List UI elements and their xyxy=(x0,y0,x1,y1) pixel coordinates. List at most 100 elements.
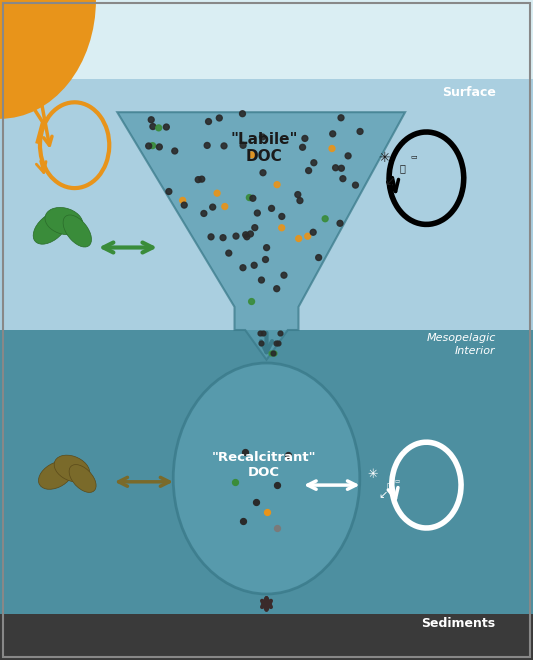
Point xyxy=(269,348,277,358)
Point xyxy=(259,328,267,339)
Point xyxy=(256,328,264,339)
Point xyxy=(203,140,212,150)
Point xyxy=(301,133,309,144)
Point xyxy=(257,338,265,348)
Text: ⬧: ⬧ xyxy=(386,482,391,492)
Point xyxy=(204,116,213,127)
Point xyxy=(296,195,304,206)
Text: Sediments: Sediments xyxy=(422,617,496,630)
Text: ✳: ✳ xyxy=(378,150,390,165)
Point xyxy=(266,348,275,358)
FancyBboxPatch shape xyxy=(0,330,533,614)
Point xyxy=(321,213,329,224)
Point xyxy=(219,232,227,243)
Point xyxy=(171,146,179,156)
Point xyxy=(207,232,215,242)
Point xyxy=(304,165,313,176)
Point xyxy=(200,208,208,218)
Point xyxy=(239,140,247,150)
Text: ▭: ▭ xyxy=(410,153,417,160)
Point xyxy=(243,232,251,242)
Point xyxy=(258,131,266,142)
Point xyxy=(310,158,318,168)
Ellipse shape xyxy=(38,461,74,489)
Point xyxy=(261,254,270,265)
Ellipse shape xyxy=(33,211,68,244)
Point xyxy=(328,129,337,139)
Point xyxy=(251,222,259,233)
Text: Mesopelagic: Mesopelagic xyxy=(426,333,496,343)
Point xyxy=(162,121,171,132)
FancyBboxPatch shape xyxy=(0,614,533,660)
Point xyxy=(198,174,206,184)
Polygon shape xyxy=(117,112,405,360)
Point xyxy=(309,227,318,238)
Point xyxy=(239,263,247,273)
Point xyxy=(303,231,312,242)
Point xyxy=(252,496,260,507)
Point xyxy=(332,162,340,173)
Point xyxy=(294,233,303,244)
Point xyxy=(165,186,173,197)
Point xyxy=(257,275,266,285)
Ellipse shape xyxy=(54,455,90,482)
Point xyxy=(277,222,286,233)
Point xyxy=(272,338,280,348)
Point xyxy=(356,126,365,137)
Text: Interior: Interior xyxy=(455,346,496,356)
Point xyxy=(314,252,323,263)
Point xyxy=(221,201,229,212)
Point xyxy=(273,523,281,533)
Point xyxy=(273,480,281,490)
Point xyxy=(238,516,247,527)
Ellipse shape xyxy=(63,215,92,247)
Point xyxy=(298,142,307,152)
Point xyxy=(276,328,284,339)
Point xyxy=(247,150,256,160)
Point xyxy=(213,188,221,199)
Point xyxy=(241,447,249,457)
Circle shape xyxy=(173,363,360,594)
Text: "Recalcitrant"
DOC: "Recalcitrant" DOC xyxy=(212,451,316,479)
Point xyxy=(179,195,187,206)
Point xyxy=(338,174,347,184)
Point xyxy=(230,477,239,487)
Point xyxy=(224,248,233,259)
Text: ✳: ✳ xyxy=(368,469,378,482)
Point xyxy=(144,141,153,151)
Text: ↙: ↙ xyxy=(384,175,394,188)
FancyBboxPatch shape xyxy=(0,0,533,79)
Point xyxy=(284,450,292,461)
Point xyxy=(248,193,257,203)
Point xyxy=(259,168,267,178)
Point xyxy=(280,270,288,280)
Point xyxy=(337,163,346,174)
Point xyxy=(273,180,281,190)
Point xyxy=(238,108,247,119)
Point xyxy=(351,180,360,191)
Point xyxy=(270,348,278,358)
Point xyxy=(253,208,262,218)
Point xyxy=(232,231,240,242)
Ellipse shape xyxy=(45,207,83,235)
Point xyxy=(337,112,345,123)
Point xyxy=(262,242,271,253)
Point xyxy=(267,203,276,214)
Text: ↙: ↙ xyxy=(378,490,388,500)
Point xyxy=(294,189,302,200)
Point xyxy=(147,114,156,125)
Point xyxy=(194,174,203,185)
Point xyxy=(278,211,286,222)
Point xyxy=(148,141,157,151)
Text: Surface: Surface xyxy=(442,86,496,99)
Point xyxy=(149,121,157,132)
Point xyxy=(328,143,336,154)
Point xyxy=(344,150,352,161)
Point xyxy=(155,123,163,133)
Text: ⬧: ⬧ xyxy=(400,164,406,174)
Point xyxy=(180,200,189,211)
Point xyxy=(155,142,164,152)
Point xyxy=(220,141,228,151)
Point xyxy=(247,296,256,307)
Point xyxy=(336,218,344,228)
